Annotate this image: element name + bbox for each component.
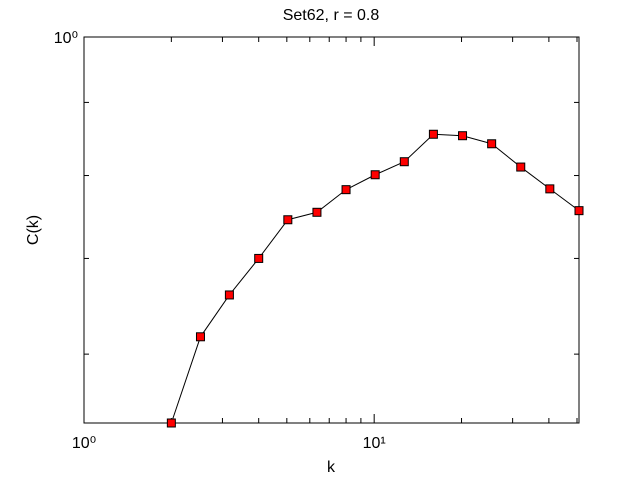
marker <box>574 206 584 216</box>
x-tick-label: 10¹ <box>363 435 386 452</box>
marker <box>195 332 205 342</box>
marker <box>283 215 293 225</box>
y-tick-label: 10⁰ <box>54 30 78 47</box>
marker <box>428 129 438 139</box>
marker <box>341 185 351 195</box>
marker <box>487 139 497 149</box>
x-axis-label: k <box>327 459 336 476</box>
marker <box>399 157 409 167</box>
chart-title: Set62, r = 0.8 <box>283 7 380 24</box>
marker <box>516 162 526 172</box>
marker <box>370 170 380 180</box>
marker <box>254 253 264 263</box>
marker <box>458 131 468 141</box>
marker <box>312 207 322 217</box>
x-tick-label: 10⁰ <box>72 435 96 452</box>
marker <box>166 418 176 428</box>
marker <box>545 184 555 194</box>
plot-area <box>83 36 580 424</box>
marker <box>224 290 234 300</box>
y-axis-label: C(k) <box>25 215 42 245</box>
